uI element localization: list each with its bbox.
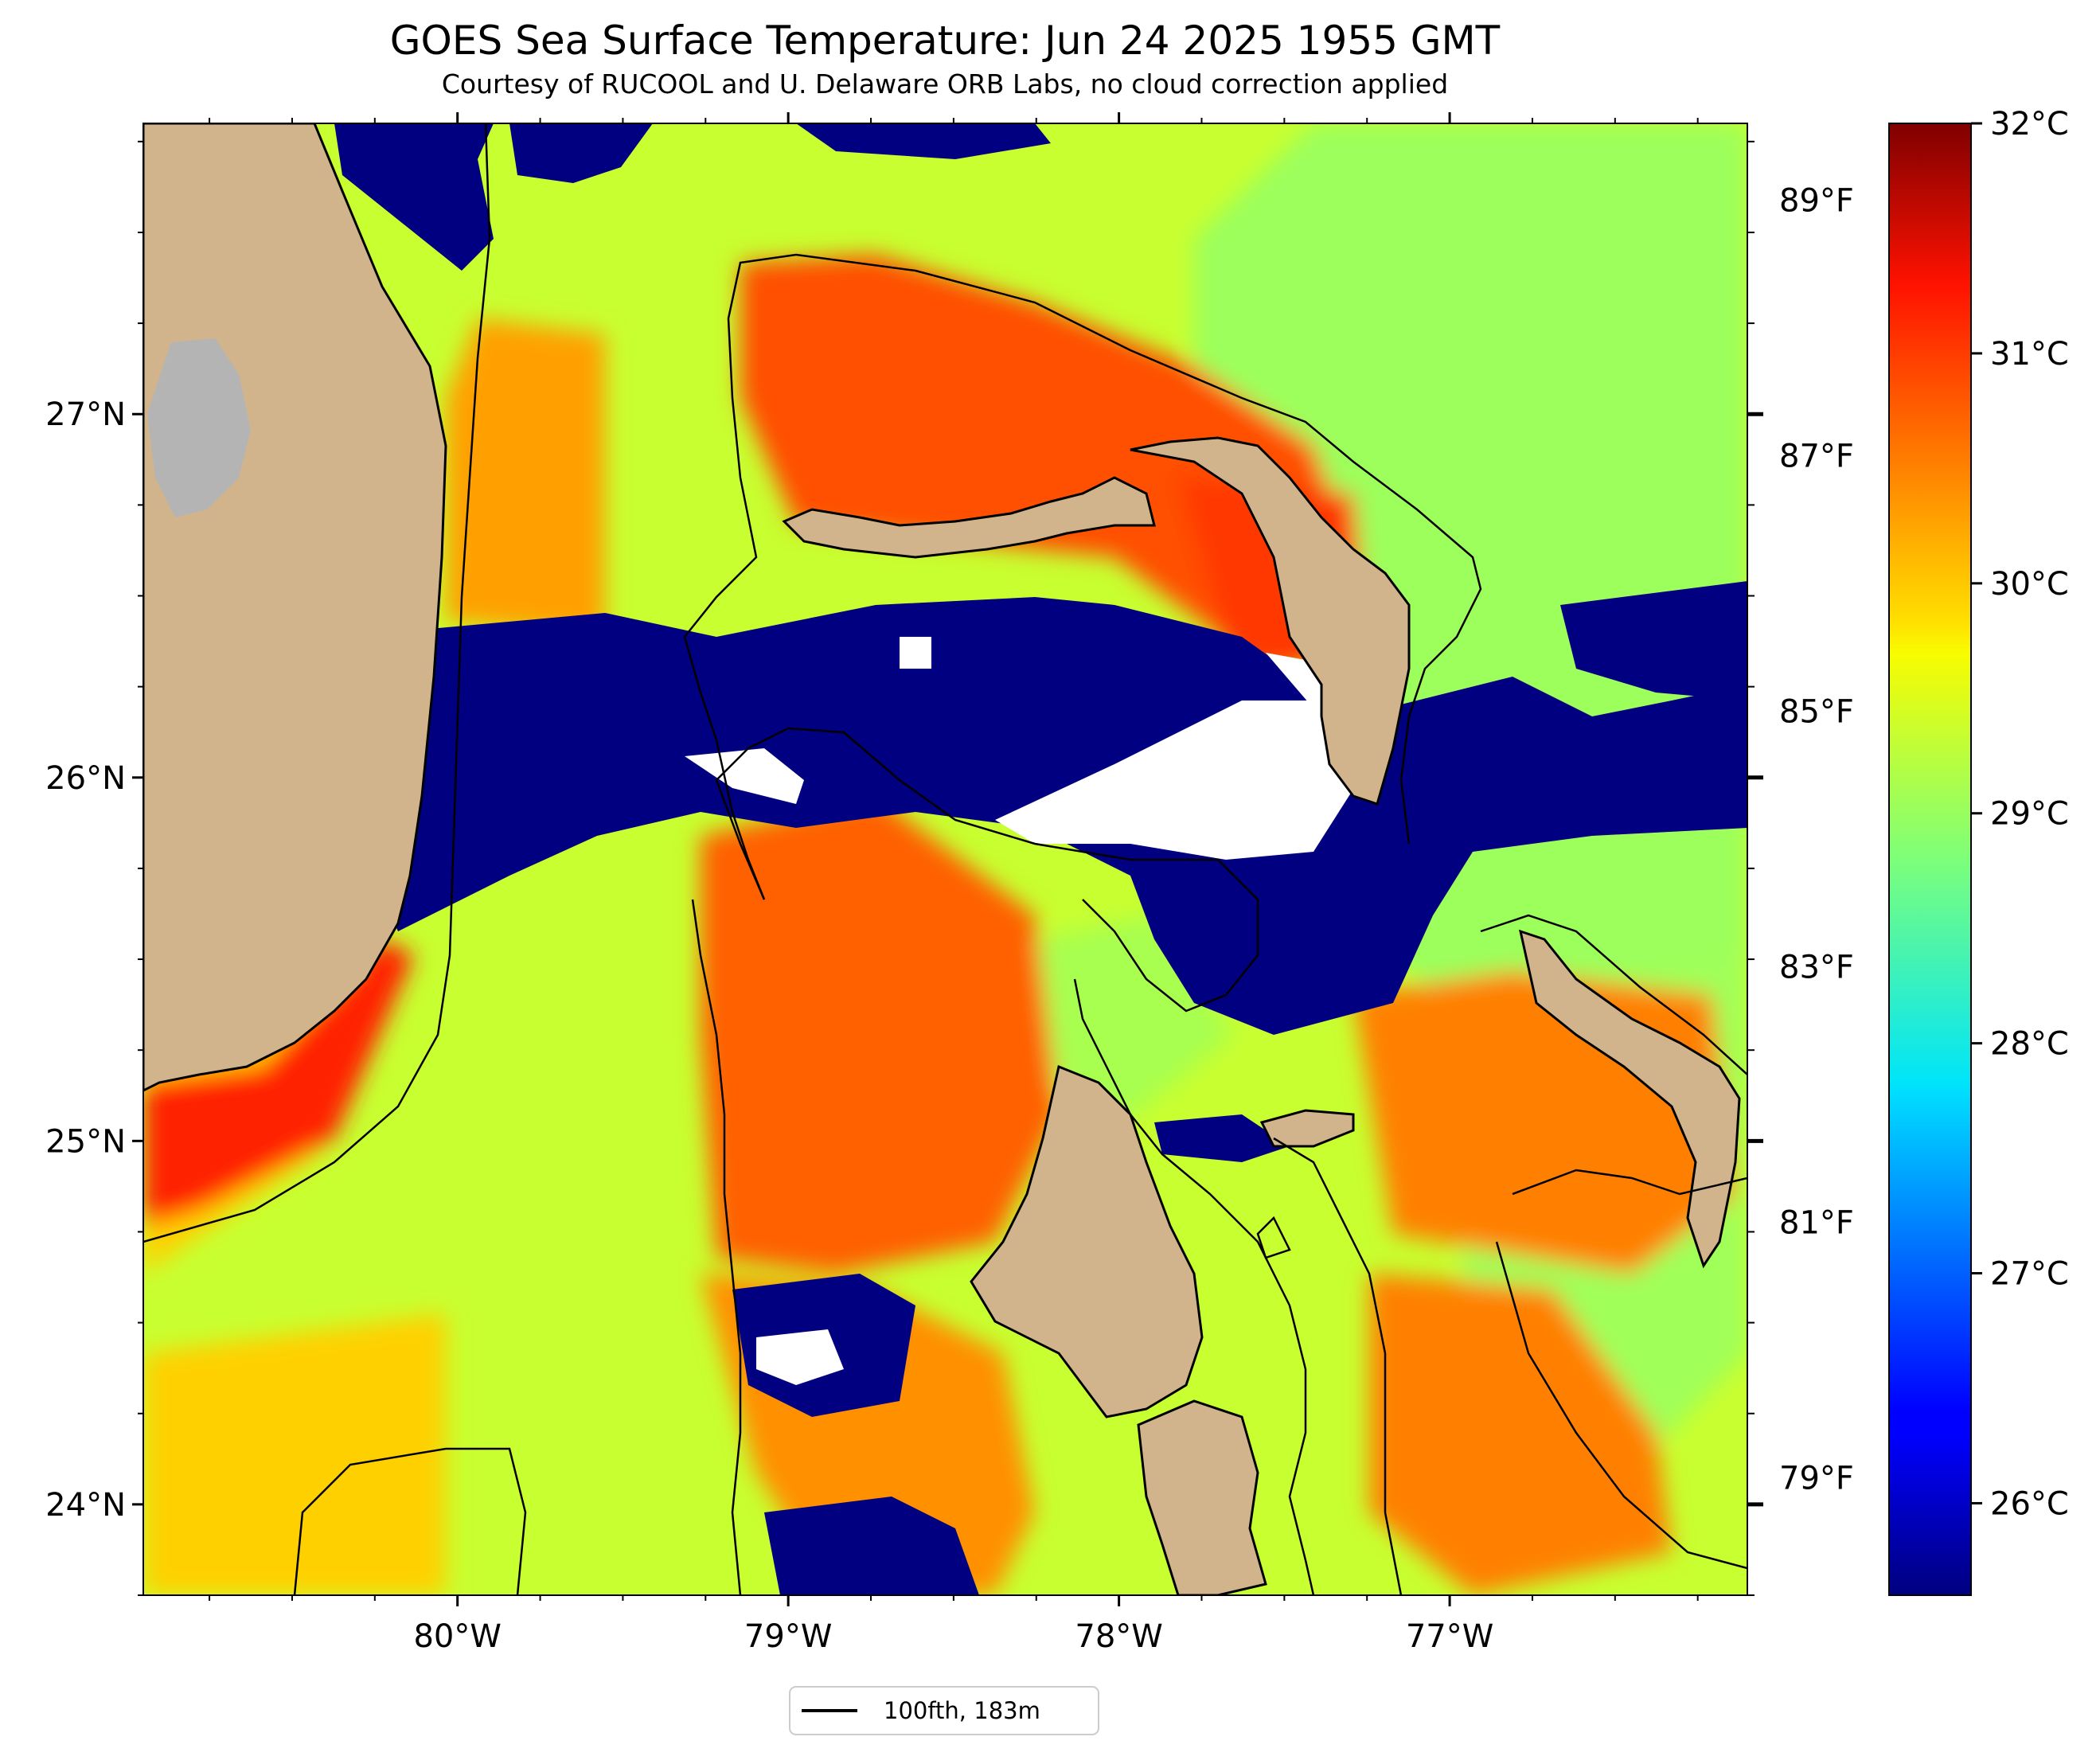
lat-tick-label: 26°N	[45, 760, 126, 797]
fahrenheit-axis: 89°F 87°F 85°F 83°F 81°F 79°F	[1779, 182, 1854, 1497]
berry-islands-land	[1259, 1109, 1355, 1148]
lat-tick-label: 27°N	[45, 396, 126, 433]
legend: 100fth, 183m	[789, 1686, 1099, 1735]
lon-tick-label: 78°W	[1075, 1618, 1162, 1655]
andros-south-land	[1137, 1399, 1267, 1595]
fahrenheit-tick-label: 87°F	[1779, 438, 1854, 474]
colorbar-tick-label: 27°C	[1990, 1256, 2069, 1293]
chart-subtitle: Courtesy of RUCOOL and U. Delaware ORB L…	[442, 68, 1448, 100]
chart-title: GOES Sea Surface Temperature: Jun 24 202…	[390, 18, 1501, 64]
abaco-land	[1130, 436, 1411, 806]
map-frame	[142, 123, 1748, 1596]
no-data-patches	[685, 637, 1369, 1385]
eleuthera-land	[1518, 929, 1741, 1269]
colorbar-tick-label: 31°C	[1990, 336, 2069, 373]
fahrenheit-tick-label: 79°F	[1779, 1460, 1854, 1497]
fahrenheit-tick-label: 83°F	[1779, 949, 1854, 985]
colorbar-tick-label: 26°C	[1990, 1485, 2069, 1522]
colorbar-tick-label: 30°C	[1990, 566, 2069, 603]
lon-tick-label: 80°W	[413, 1618, 501, 1655]
lat-tick-label: 25°N	[45, 1123, 126, 1160]
legend-box	[789, 1686, 1099, 1735]
legend-label: 100fth, 183m	[884, 1697, 1040, 1724]
latitude-axis: 27°N 26°N 25°N 24°N	[45, 140, 1763, 1596]
colorbar: 32°C 31°C 30°C 29°C 28°C 27°C 26°C	[1888, 106, 2069, 1596]
colorbar-tick-label: 29°C	[1990, 796, 2069, 833]
colorbar-tick-label: 32°C	[1990, 106, 2069, 142]
sst-map	[143, 123, 1747, 1595]
fahrenheit-tick-label: 85°F	[1779, 693, 1854, 730]
lake-okeechobee	[147, 338, 251, 517]
andros-north-land	[970, 1064, 1204, 1419]
grand-bahama-land	[782, 476, 1156, 559]
land-masses	[143, 123, 1741, 1595]
colorbar-gradient	[1888, 123, 1972, 1596]
lat-tick-label: 24°N	[45, 1487, 126, 1524]
lon-tick-label: 79°W	[744, 1618, 832, 1655]
fahrenheit-tick-label: 81°F	[1779, 1204, 1854, 1241]
colorbar-ticks: 32°C 31°C 30°C 29°C 28°C 27°C 26°C	[1971, 106, 2069, 1522]
isobath-contours	[143, 123, 1747, 1595]
lon-tick-label: 77°W	[1406, 1618, 1493, 1655]
longitude-axis: 80°W 79°W 78°W 77°W	[209, 112, 1699, 1655]
fahrenheit-tick-label: 89°F	[1779, 182, 1854, 219]
colorbar-tick-label: 28°C	[1990, 1026, 2069, 1063]
